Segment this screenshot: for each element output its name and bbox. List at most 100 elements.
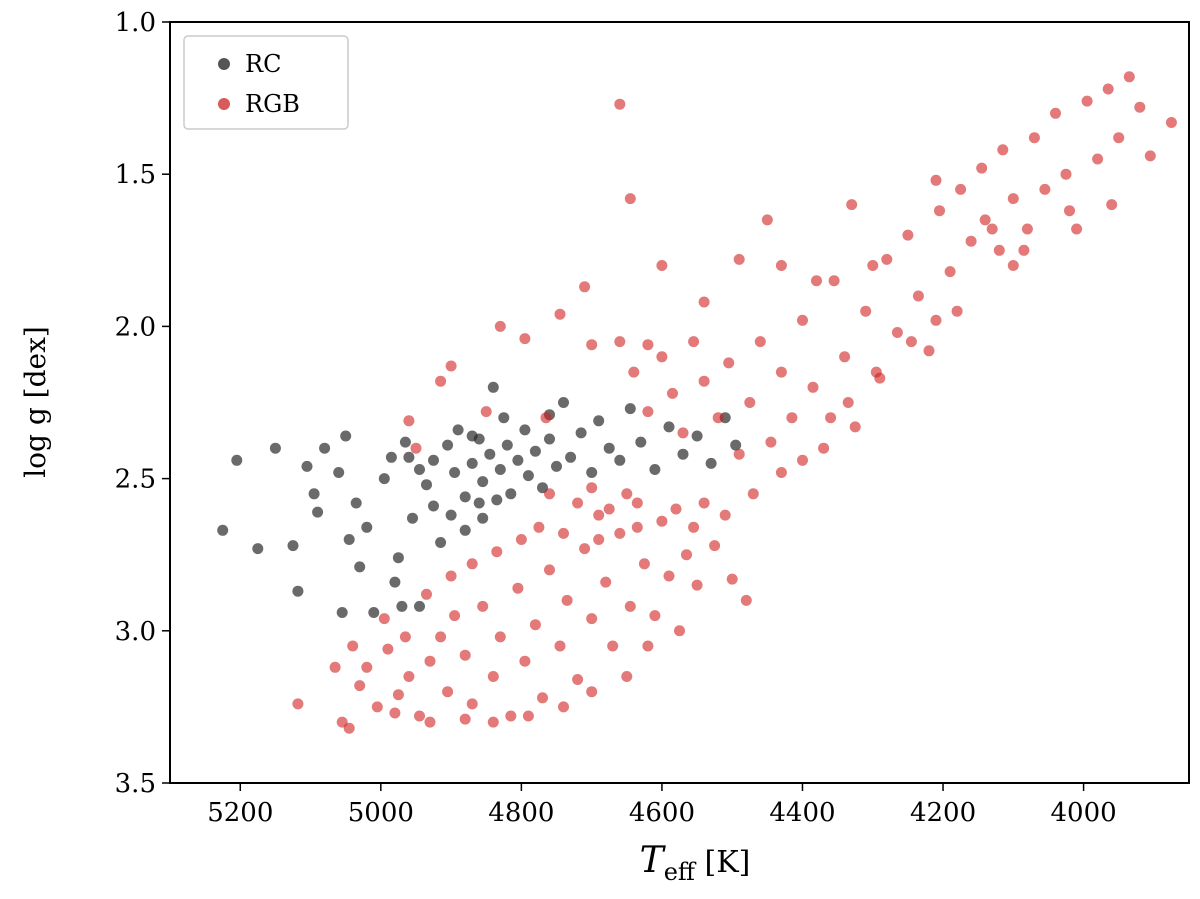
data-point-rgb: [624, 193, 636, 205]
data-point-rgb: [480, 406, 492, 418]
data-point-rgb: [354, 680, 366, 692]
data-point-rc: [308, 488, 320, 500]
data-point-rc: [340, 430, 352, 442]
data-point-rgb: [1060, 168, 1072, 180]
data-point-rc: [635, 436, 647, 448]
x-tick-label: 5200: [207, 798, 273, 828]
data-point-rc: [333, 467, 345, 478]
data-point-rgb: [1123, 71, 1135, 83]
data-point-rgb: [512, 582, 524, 594]
data-point-rgb: [733, 448, 745, 460]
data-point-rc: [350, 497, 362, 509]
y-tick-label: 3.5: [115, 769, 156, 799]
data-point-rgb: [867, 260, 879, 271]
data-point-rgb: [765, 436, 777, 448]
data-point-rgb: [459, 649, 471, 661]
data-point-rgb: [593, 534, 605, 545]
data-point-rgb: [860, 305, 872, 317]
x-tick-label: 4200: [910, 798, 976, 828]
data-point-rgb: [775, 260, 787, 271]
data-point-rgb: [986, 223, 998, 235]
data-point-rc: [361, 521, 373, 533]
data-point-rgb: [1018, 244, 1030, 256]
data-point-rgb: [487, 716, 499, 728]
y-tick-label: 1.5: [115, 160, 156, 190]
data-point-rgb: [691, 579, 703, 591]
data-point-rgb: [688, 336, 700, 348]
data-point-rgb: [614, 98, 626, 110]
data-point-rc: [522, 470, 534, 482]
data-point-rgb: [846, 199, 858, 211]
data-point-rc: [399, 436, 411, 448]
data-point-rgb: [554, 308, 566, 320]
data-point-rc: [378, 473, 390, 485]
data-point-rgb: [614, 527, 626, 539]
data-point-rc: [403, 451, 415, 463]
data-point-rc: [603, 442, 615, 454]
data-point-rc: [445, 509, 457, 521]
data-point-rgb: [811, 275, 822, 287]
data-point-rgb: [494, 320, 506, 332]
data-point-rgb: [477, 600, 489, 612]
data-point-rgb: [1113, 132, 1125, 144]
data-point-rgb: [347, 640, 359, 652]
data-point-rc: [459, 491, 471, 503]
x-tick-label: 4400: [769, 798, 835, 828]
data-point-rc: [677, 448, 689, 460]
data-point-rc: [343, 534, 355, 545]
data-point-rgb: [1092, 153, 1104, 165]
data-point-rgb: [494, 631, 506, 643]
data-point-rgb: [1102, 83, 1114, 95]
data-point-rgb: [698, 497, 710, 509]
data-point-rgb: [586, 339, 598, 351]
data-point-rc: [501, 439, 513, 451]
data-point-rc: [354, 561, 366, 573]
data-point-rgb: [392, 689, 404, 701]
data-point-rgb: [445, 360, 457, 372]
data-point-rgb: [572, 497, 584, 509]
data-point-rc: [565, 451, 577, 463]
data-point-rgb: [912, 290, 924, 302]
y-tick-label: 1.0: [115, 8, 156, 38]
data-point-rgb: [600, 576, 612, 588]
data-point-rc: [575, 427, 587, 439]
data-point-rgb: [519, 655, 531, 667]
x-tick-label: 5000: [348, 798, 414, 828]
data-point-rc: [217, 524, 229, 536]
x-axis-label: Teff [K]: [640, 840, 751, 886]
data-point-rgb: [667, 387, 678, 399]
data-point-rgb: [371, 701, 383, 713]
data-point-rgb: [740, 594, 752, 606]
data-point-rgb: [733, 253, 745, 265]
data-point-rgb: [544, 564, 555, 576]
data-point-rc: [466, 457, 478, 469]
data-point-rgb: [1039, 183, 1051, 195]
data-point-rc: [392, 552, 404, 564]
data-point-rc: [319, 442, 331, 454]
x-axis-label-sub: eff: [664, 858, 697, 886]
data-point-rgb: [435, 375, 447, 387]
data-point-rgb: [1081, 95, 1093, 107]
data-point-rgb: [1071, 223, 1083, 235]
data-point-rgb: [670, 503, 682, 515]
data-point-rc: [558, 397, 569, 408]
data-point-rc: [385, 451, 397, 463]
data-point-rc: [442, 439, 454, 451]
data-point-rc: [435, 537, 447, 548]
points-layer: [217, 71, 1177, 734]
data-point-rgb: [719, 509, 731, 521]
data-point-rgb: [442, 686, 454, 698]
data-point-rgb: [631, 521, 643, 533]
data-point-rc: [407, 512, 418, 524]
data-point-rc: [512, 454, 524, 466]
x-tick-label: 4600: [629, 798, 695, 828]
data-point-rc: [624, 403, 636, 415]
data-point-rgb: [934, 205, 945, 217]
data-point-rgb: [656, 515, 668, 527]
data-point-rgb: [505, 710, 517, 722]
data-point-rc: [544, 433, 555, 445]
data-point-rc: [649, 464, 661, 475]
data-point-rgb: [382, 643, 394, 655]
data-point-rgb: [579, 281, 591, 293]
data-point-rgb: [292, 698, 304, 710]
